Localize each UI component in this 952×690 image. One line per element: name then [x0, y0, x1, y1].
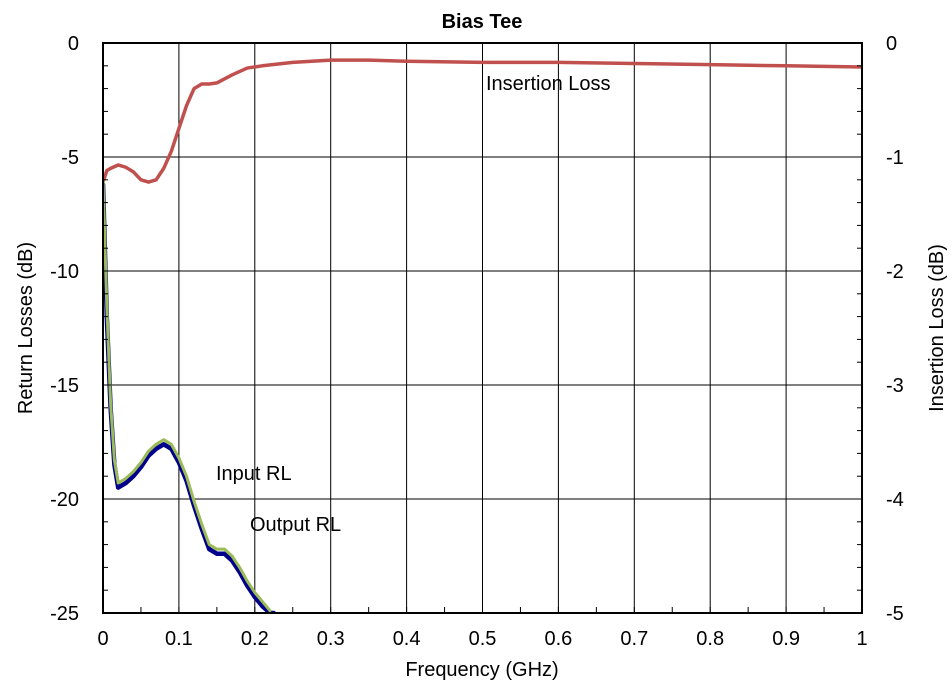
annotation-output-rl: Output RL — [250, 514, 341, 536]
y-tick-labels-left: 0 -5 -10 -15 -20 -25 — [50, 33, 79, 625]
y-axis-title-left: Return Losses (dB) — [15, 242, 37, 414]
y-tick-label-left: -20 — [50, 489, 79, 511]
y-tick-label-left: -5 — [61, 147, 79, 169]
series-layer — [103, 58, 862, 613]
y-tick-label-right: 0 — [886, 33, 897, 55]
y-tick-label-right: -4 — [886, 489, 904, 511]
x-tick-label: 0 — [97, 628, 108, 650]
x-tick-label: 1 — [856, 628, 867, 650]
x-tick-label: 0.1 — [165, 628, 193, 650]
x-tick-label: 0.2 — [241, 628, 269, 650]
y-tick-label-right: -3 — [886, 375, 904, 397]
x-tick-label: 0.3 — [317, 628, 345, 650]
y-tick-label-left: -10 — [50, 261, 79, 283]
grid-lines — [103, 43, 862, 613]
series-line-insertion-loss — [103, 58, 862, 184]
y-axis-title-right: Insertion Loss (dB) — [926, 244, 948, 412]
series-line-output-rl — [103, 178, 272, 613]
x-tick-label: 0.5 — [469, 628, 497, 650]
x-axis-title: Frequency (GHz) — [405, 659, 558, 681]
y-tick-label-right: -1 — [886, 147, 904, 169]
x-tick-label: 0.4 — [393, 628, 421, 650]
series-line-input-rl — [103, 182, 277, 613]
x-tick-labels: 0 0.1 0.2 0.3 0.4 0.5 0.6 0.7 0.8 0.9 1 — [97, 628, 867, 650]
annotation-insertion-loss: Insertion Loss — [486, 73, 611, 95]
annotation-input-rl: Input RL — [216, 463, 292, 485]
tick-marks — [102, 42, 863, 614]
x-tick-label: 0.8 — [696, 628, 724, 650]
chart-title: Bias Tee — [442, 11, 523, 33]
y-tick-label-left: -25 — [50, 603, 79, 625]
y-tick-label-left: 0 — [68, 33, 79, 55]
y-tick-labels-right: 0 -1 -2 -3 -4 -5 — [886, 33, 904, 625]
y-tick-label-right: -5 — [886, 603, 904, 625]
y-tick-label-left: -15 — [50, 375, 79, 397]
x-tick-label: 0.9 — [772, 628, 800, 650]
x-tick-label: 0.7 — [620, 628, 648, 650]
y-tick-label-right: -2 — [886, 261, 904, 283]
x-tick-label: 0.6 — [544, 628, 572, 650]
